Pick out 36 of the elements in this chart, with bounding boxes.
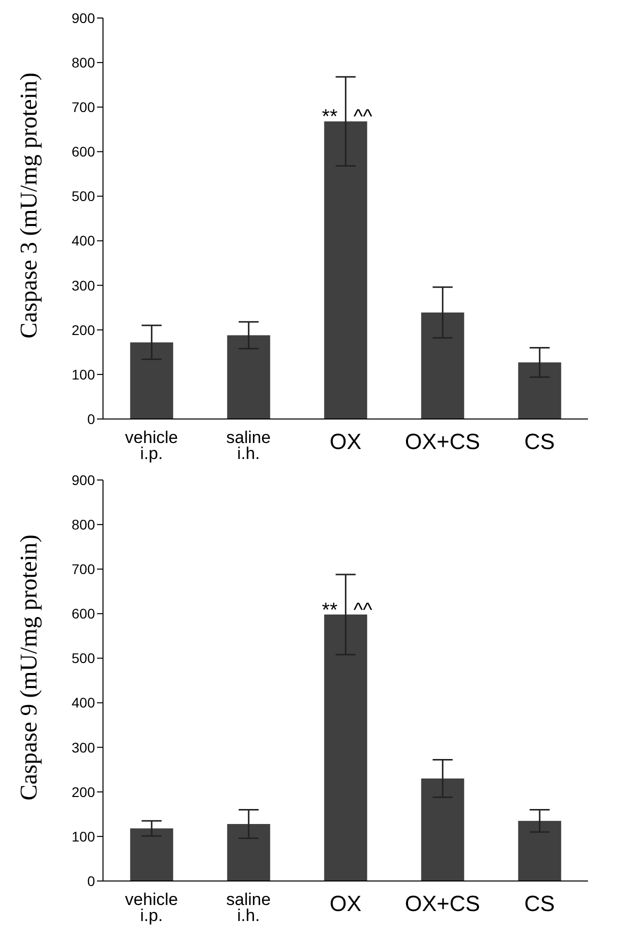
annotation: ** [322, 106, 338, 128]
y-tick-label: 100 [72, 828, 96, 844]
x-tick-label: OX [330, 891, 362, 916]
annotation: ^^ [354, 106, 373, 128]
x-tick-label: vehicle i.p. [125, 890, 178, 925]
x-tick-label: OX [330, 429, 362, 454]
y-tick-label: 0 [87, 410, 96, 427]
x-tick-label: CS [524, 429, 555, 454]
y-tick-label: 500 [72, 188, 96, 204]
y-tick-label: 200 [72, 322, 96, 338]
y-tick-label: 700 [72, 561, 96, 578]
y-tick-label: 900 [72, 472, 96, 488]
y-tick-label: 500 [72, 650, 96, 666]
annotation: ** [322, 599, 338, 622]
x-tick-label: saline i.h. [226, 428, 271, 463]
y-tick-label: 600 [72, 606, 96, 622]
y-axis-title: Caspase 3 (mU/mg protein) [16, 72, 43, 338]
y-tick-label: 800 [72, 516, 96, 533]
y-tick-label: 600 [72, 144, 96, 160]
y-tick-label: 400 [72, 694, 96, 711]
y-tick-label: 400 [72, 232, 96, 249]
y-tick-label: 0 [87, 872, 96, 889]
y-axis-title: Caspase 9 (mU/mg protein) [16, 534, 43, 800]
y-tick-label: 800 [72, 54, 96, 71]
y-tick-label: 900 [72, 10, 96, 26]
x-tick-label: saline i.h. [226, 890, 271, 925]
y-tick-label: 300 [72, 739, 96, 756]
y-tick-label: 300 [72, 277, 96, 294]
x-tick-label: CS [524, 891, 555, 916]
annotation: ^^ [354, 599, 373, 622]
y-tick-label: 700 [72, 99, 96, 116]
x-tick-label: vehicle i.p. [125, 428, 178, 463]
y-tick-label: 200 [72, 784, 96, 800]
x-tick-label: OX+CS [404, 429, 480, 454]
x-tick-label: OX+CS [404, 891, 480, 916]
y-tick-label: 100 [72, 366, 96, 382]
